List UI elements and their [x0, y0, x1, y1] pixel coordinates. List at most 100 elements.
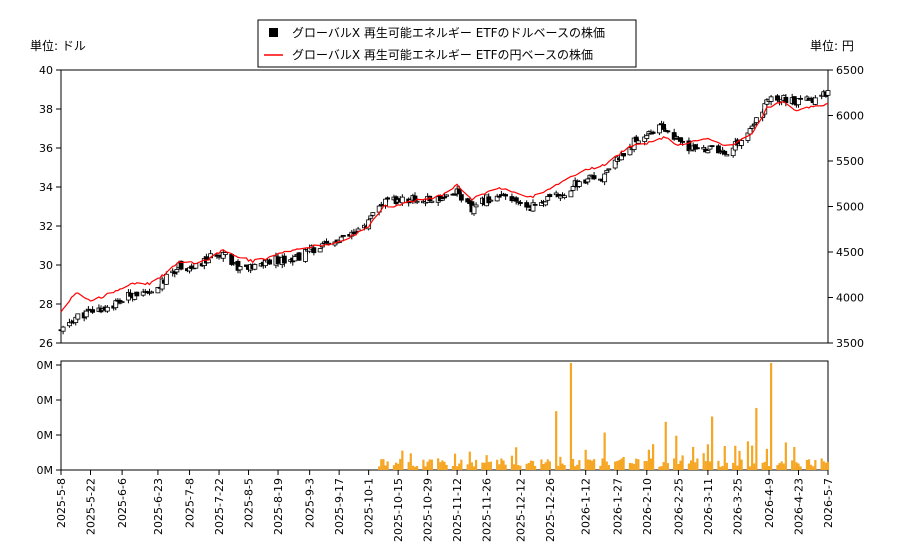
candle-body — [673, 136, 679, 139]
candle-body — [661, 123, 667, 130]
x-axis-tick-label: 2025-10-15 — [392, 478, 405, 542]
volume-bar — [649, 458, 653, 470]
volume-bar — [534, 465, 537, 470]
volume-bar — [637, 459, 640, 470]
volume-bar — [392, 465, 396, 470]
volume-bar — [628, 462, 632, 470]
volume-bar — [546, 459, 549, 470]
volume-bar — [517, 464, 520, 470]
volume-bar — [738, 450, 741, 470]
x-axis-tick-label: 2025-6-6 — [116, 478, 129, 528]
candle-body — [267, 259, 273, 265]
candle-body — [128, 292, 133, 297]
candle-body — [678, 137, 683, 142]
volume-bar — [696, 458, 699, 470]
candle-body — [576, 181, 582, 187]
candle-body — [442, 196, 447, 199]
volume-bar — [732, 462, 735, 470]
volume-bar — [784, 442, 787, 470]
x-axis-tick-label: 2026-4-9 — [763, 478, 776, 528]
volume-bar — [605, 461, 608, 470]
volume-bar — [466, 464, 469, 470]
legend-black-square-marker — [269, 28, 278, 37]
volume-bar — [689, 460, 693, 470]
candle-body — [119, 301, 125, 304]
volume-bar — [812, 466, 815, 470]
volume-bar — [430, 459, 433, 470]
volume-bar — [793, 446, 796, 470]
volume-bar — [630, 463, 634, 470]
volume-axis-tick-label: 0M — [37, 429, 54, 442]
volume-bar — [616, 461, 619, 470]
candle-body — [444, 194, 450, 197]
candle-body — [399, 196, 405, 204]
candle-body — [75, 313, 81, 320]
candle-body — [543, 201, 549, 206]
jpy-price-line — [60, 101, 829, 313]
volume-bar — [748, 466, 752, 470]
x-axis-tick-label: 2025-10-29 — [422, 478, 435, 542]
volume-bar — [422, 459, 425, 470]
left-axis-tick-label: 36 — [39, 142, 53, 155]
volume-bar — [475, 459, 478, 470]
candle-body — [722, 150, 728, 155]
candle-body — [178, 260, 184, 270]
volume-bar — [734, 445, 737, 470]
volume-bar — [795, 462, 798, 470]
candle-body — [90, 309, 96, 313]
candle-body — [513, 197, 519, 202]
volume-bar — [574, 466, 577, 470]
volume-bar — [675, 435, 678, 470]
candle-body — [473, 204, 479, 208]
candle-body — [775, 95, 780, 101]
x-axis-tick-label: 2025-11-26 — [481, 478, 494, 542]
volume-bar — [527, 463, 530, 470]
right-axis-tick-label: 4000 — [836, 292, 864, 305]
volume-bar — [791, 460, 794, 470]
x-axis-tick-label: 2025-10-1 — [363, 478, 376, 535]
right-axis-tick-label: 6000 — [836, 110, 864, 123]
x-axis-tick-label: 2026-1-12 — [580, 478, 593, 535]
volume-bar — [721, 465, 724, 470]
volume-bar — [468, 451, 471, 470]
candle-body — [751, 123, 757, 126]
volume-bar — [717, 460, 720, 470]
candle-body — [562, 195, 568, 198]
candle-body — [503, 194, 509, 197]
volume-bar — [563, 465, 566, 470]
candle-body — [488, 199, 494, 202]
candle-body — [429, 200, 435, 203]
volume-bar — [586, 459, 589, 470]
x-axis-tick-label: 2025-9-17 — [333, 478, 346, 535]
volume-bar — [599, 465, 602, 470]
candle-body — [317, 248, 323, 253]
volume-bar — [531, 461, 535, 470]
volume-bar — [778, 463, 781, 470]
volume-bar — [487, 462, 490, 470]
candle-body — [701, 147, 707, 150]
volume-bar — [378, 466, 381, 470]
candle-body — [753, 117, 759, 123]
candle-body — [530, 202, 536, 212]
volume-bars — [378, 363, 830, 470]
volume-bar — [394, 462, 398, 470]
volume-bar — [660, 466, 663, 470]
right-axis: 3500 4000 4500 5000 5500 6000 6500 — [828, 64, 864, 350]
volume-bar — [529, 460, 532, 470]
volume-bar — [673, 458, 676, 470]
candle-body — [798, 97, 804, 100]
volume-bar — [645, 461, 648, 470]
x-axis-tick-label: 2025-12-12 — [514, 478, 527, 542]
volume-bar — [765, 448, 768, 470]
x-axis-tick-label: 2025-7-22 — [213, 478, 226, 535]
candle-body — [252, 264, 258, 270]
candle-body — [368, 215, 374, 219]
volume-bar — [681, 455, 684, 470]
volume-bar — [601, 458, 604, 470]
volume-bar — [576, 464, 579, 470]
volume-bar — [755, 407, 758, 470]
candle-body — [604, 169, 610, 173]
volume-bar — [687, 463, 691, 470]
volume-bar — [822, 461, 825, 470]
volume-bar — [622, 456, 625, 470]
